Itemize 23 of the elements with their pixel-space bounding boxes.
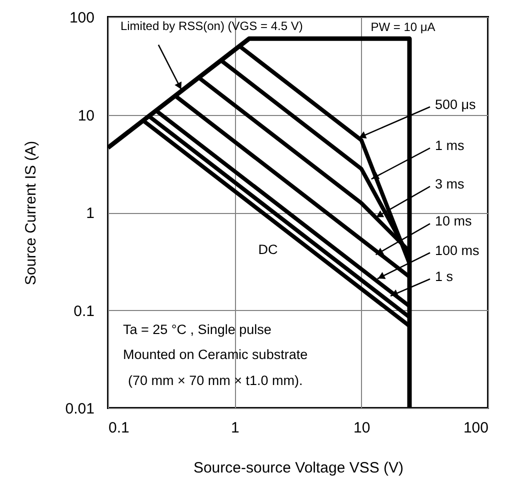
x-tick-label: 1 [230, 420, 240, 436]
annotation: 10 ms [435, 214, 472, 229]
annotation: DC [258, 242, 278, 257]
annotation: Mounted on Ceramic substrate [123, 347, 308, 362]
y-tick-label: 0.01 [65, 400, 94, 418]
x-axis-title: Source-source Voltage VSS (V) [193, 460, 404, 476]
y-tick-label: 0.1 [74, 302, 94, 320]
annotation: Limited by RSS(on) (VGS = 4.5 V) [120, 18, 303, 33]
y-tick-label: 10 [78, 107, 94, 124]
annotation: PW = 10 μA [370, 20, 436, 34]
annotation: 1 ms [435, 138, 465, 154]
y-tick-label: 1 [86, 205, 94, 222]
y-axis-title: Source Current IS (A) [22, 140, 40, 286]
x-tick-label: 0.1 [108, 420, 130, 436]
annotation: 500 μs [435, 96, 476, 112]
annotation: 3 ms [435, 176, 465, 192]
x-tick-label: 100 [463, 420, 488, 436]
annotation: Ta = 25 °C , Single pulse [123, 322, 272, 337]
annotation: 100 ms [435, 242, 480, 258]
x-tick-label: 10 [353, 420, 370, 436]
y-tick-label: 100 [69, 10, 94, 26]
annotation: (70 mm × 70 mm × t1.0 mm). [128, 373, 303, 388]
annotation: 1 s [435, 268, 454, 284]
